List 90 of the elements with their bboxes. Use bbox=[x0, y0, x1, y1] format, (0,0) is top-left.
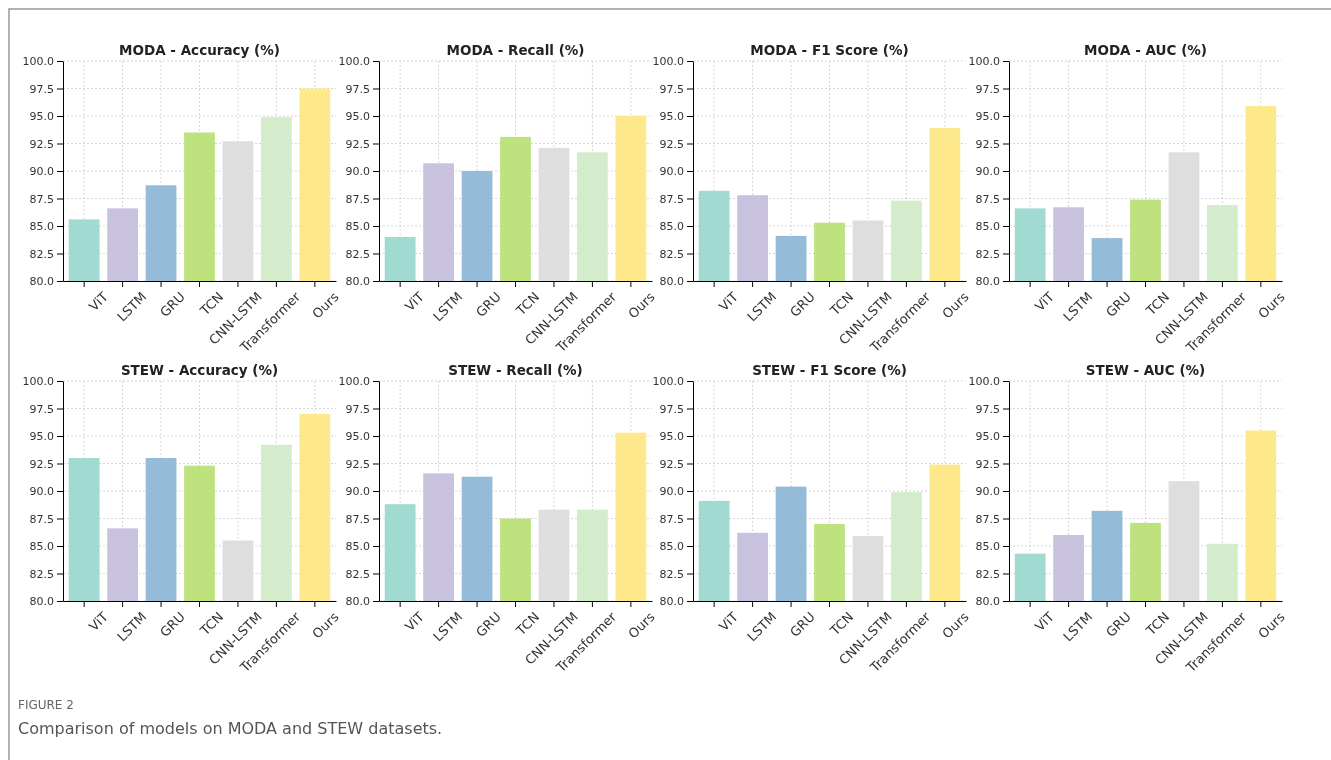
chart-title: STEW - Accuracy (%) bbox=[120, 362, 279, 378]
y-tick-label: 95.0 bbox=[659, 110, 684, 124]
y-tick-label: 95.0 bbox=[345, 110, 370, 124]
chart-title: MODA - AUC (%) bbox=[1083, 42, 1208, 58]
y-tick-label: 87.5 bbox=[345, 512, 370, 526]
y-tick-label: 85.0 bbox=[659, 540, 684, 554]
caption: FIGURE 2 bbox=[18, 698, 74, 712]
y-tick-label: 82.5 bbox=[659, 247, 684, 261]
chart-title: MODA - Recall (%) bbox=[446, 42, 585, 58]
y-tick-label: 87.5 bbox=[975, 192, 1000, 206]
chart-title: MODA - Accuracy (%) bbox=[119, 42, 280, 58]
y-tick-label: 92.5 bbox=[29, 457, 54, 471]
y-tick-label: 100.0 bbox=[22, 55, 54, 69]
y-tick-label: 82.5 bbox=[345, 567, 370, 581]
y-tick-label: 95.0 bbox=[975, 430, 1000, 444]
y-tick-label: 92.5 bbox=[345, 457, 370, 471]
y-tick-label: 100.0 bbox=[652, 375, 684, 389]
y-tick-label: 100.0 bbox=[338, 375, 370, 389]
y-tick-label: 80.0 bbox=[659, 275, 684, 289]
y-tick-label: 87.5 bbox=[29, 512, 54, 526]
y-tick-label: 97.5 bbox=[659, 82, 684, 96]
y-tick-label: 92.5 bbox=[975, 457, 1000, 471]
y-tick-label: 97.5 bbox=[975, 82, 1000, 96]
y-tick-label: 87.5 bbox=[975, 512, 1000, 526]
y-tick-label: 85.0 bbox=[345, 540, 370, 554]
y-tick-label: 80.0 bbox=[29, 275, 54, 289]
y-tick-label: 95.0 bbox=[975, 110, 1000, 124]
x-tick-label: ViT bbox=[86, 289, 111, 315]
chart-title: MODA - F1 Score (%) bbox=[750, 42, 909, 58]
y-tick-label: 85.0 bbox=[29, 220, 54, 234]
y-tick-label: 90.0 bbox=[345, 485, 370, 499]
x-tick-label: ViT bbox=[716, 289, 741, 315]
y-tick-label: 92.5 bbox=[659, 457, 684, 471]
x-tick-label: ViT bbox=[86, 609, 111, 635]
y-tick-label: 90.0 bbox=[659, 165, 684, 179]
chart-title: STEW - F1 Score (%) bbox=[752, 362, 907, 378]
y-tick-label: 80.0 bbox=[345, 595, 370, 609]
text: Comparison of models on MODA and STEW datasets. bbox=[18, 719, 443, 738]
y-tick-label: 85.0 bbox=[345, 220, 370, 234]
y-tick-label: 80.0 bbox=[975, 595, 1000, 609]
y-tick-label: 97.5 bbox=[29, 82, 54, 96]
y-tick-label: 85.0 bbox=[29, 540, 54, 554]
y-tick-label: 87.5 bbox=[345, 192, 370, 206]
y-tick-label: 95.0 bbox=[29, 110, 54, 124]
y-tick-label: 100.0 bbox=[968, 55, 1000, 69]
y-tick-label: 97.5 bbox=[659, 402, 684, 416]
y-tick-label: 100.0 bbox=[652, 55, 684, 69]
y-tick-label: 80.0 bbox=[29, 595, 54, 609]
y-tick-label: 82.5 bbox=[975, 247, 1000, 261]
y-tick-label: 80.0 bbox=[659, 595, 684, 609]
y-tick-label: 82.5 bbox=[29, 247, 54, 261]
y-tick-label: 82.5 bbox=[975, 567, 1000, 581]
y-tick-label: 82.5 bbox=[29, 567, 54, 581]
y-tick-label: 85.0 bbox=[659, 220, 684, 234]
y-tick-label: 87.5 bbox=[659, 192, 684, 206]
y-tick-label: 80.0 bbox=[975, 275, 1000, 289]
y-tick-label: 87.5 bbox=[29, 192, 54, 206]
x-tick-label: ViT bbox=[402, 289, 427, 315]
y-tick-label: 90.0 bbox=[975, 165, 1000, 179]
y-tick-label: 92.5 bbox=[29, 137, 54, 151]
chart-title: STEW - AUC (%) bbox=[1085, 362, 1206, 378]
y-tick-label: 97.5 bbox=[345, 82, 370, 96]
y-tick-label: 90.0 bbox=[345, 165, 370, 179]
y-tick-label: 95.0 bbox=[29, 430, 54, 444]
y-tick-label: 85.0 bbox=[975, 220, 1000, 234]
y-tick-label: 85.0 bbox=[975, 540, 1000, 554]
y-tick-label: 90.0 bbox=[29, 165, 54, 179]
y-tick-label: 90.0 bbox=[29, 485, 54, 499]
y-tick-label: 95.0 bbox=[345, 430, 370, 444]
y-tick-label: 97.5 bbox=[345, 402, 370, 416]
y-tick-label: 90.0 bbox=[975, 485, 1000, 499]
y-tick-label: 92.5 bbox=[659, 137, 684, 151]
y-tick-label: 82.5 bbox=[659, 567, 684, 581]
y-tick-label: 92.5 bbox=[975, 137, 1000, 151]
y-tick-label: 82.5 bbox=[345, 247, 370, 261]
y-tick-label: 100.0 bbox=[22, 375, 54, 389]
x-tick-label: ViT bbox=[1032, 289, 1057, 315]
y-tick-label: 100.0 bbox=[968, 375, 1000, 389]
y-tick-label: 92.5 bbox=[345, 137, 370, 151]
x-tick-label: ViT bbox=[716, 609, 741, 635]
y-tick-label: 80.0 bbox=[345, 275, 370, 289]
x-tick-label: ViT bbox=[402, 609, 427, 635]
y-tick-label: 95.0 bbox=[659, 430, 684, 444]
y-tick-label: 87.5 bbox=[659, 512, 684, 526]
y-tick-label: 97.5 bbox=[975, 402, 1000, 416]
chart-title: STEW - Recall (%) bbox=[448, 362, 583, 378]
y-tick-label: 90.0 bbox=[659, 485, 684, 499]
y-tick-label: 100.0 bbox=[338, 55, 370, 69]
y-tick-label: 97.5 bbox=[29, 402, 54, 416]
x-tick-label: ViT bbox=[1032, 609, 1057, 635]
